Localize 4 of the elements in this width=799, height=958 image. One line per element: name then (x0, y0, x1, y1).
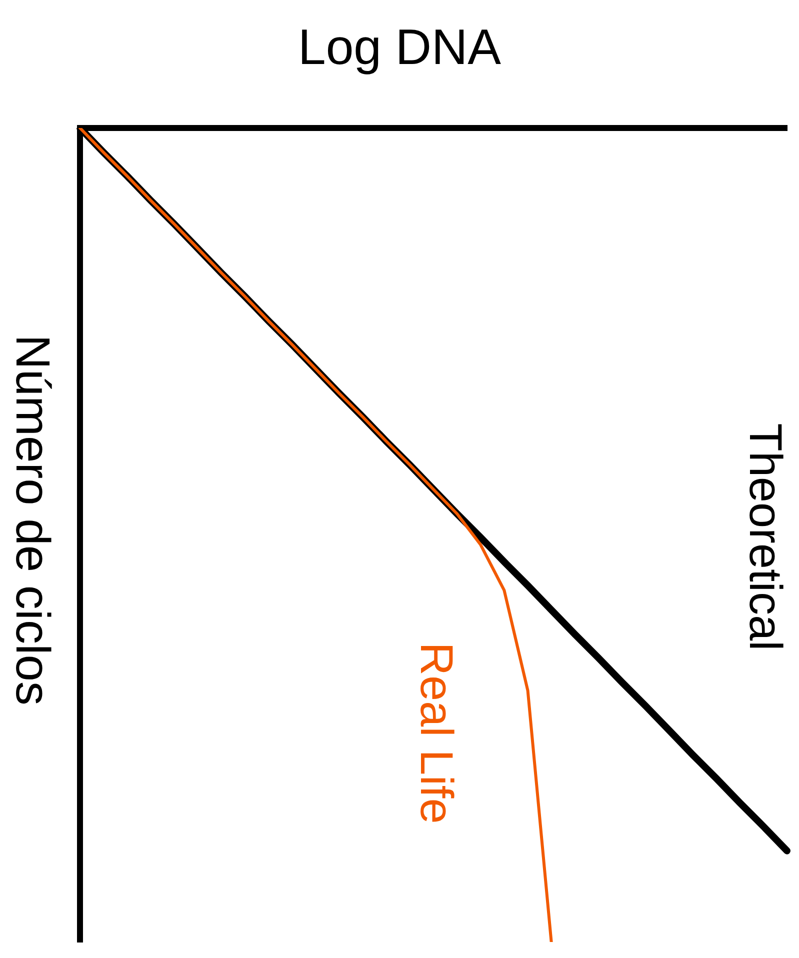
x-axis-title: Log DNA (297, 18, 502, 76)
text: Theoretical (739, 423, 793, 651)
y-axis-title: Número de ciclos (4, 334, 60, 706)
text: Real Life (410, 642, 464, 824)
